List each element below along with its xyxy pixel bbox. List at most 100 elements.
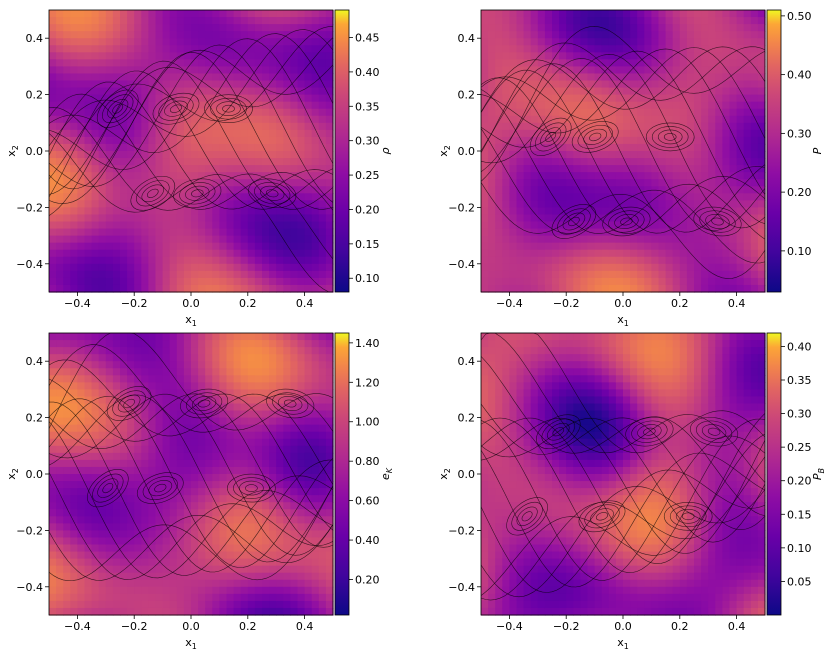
heatmap-cell xyxy=(155,115,164,124)
heatmap-cell xyxy=(743,87,752,96)
heatmap-cell xyxy=(283,593,291,602)
heatmap-cell xyxy=(148,129,157,138)
heatmap-cell xyxy=(325,403,334,412)
heatmap-cell xyxy=(580,228,589,237)
heatmap-cell xyxy=(318,452,327,461)
heatmap-cell xyxy=(254,17,263,25)
heatmap-cell xyxy=(254,249,263,258)
heatmap-cell xyxy=(495,193,503,201)
heatmap-cell xyxy=(559,193,567,201)
heatmap-cell xyxy=(672,186,681,194)
heatmap-cell xyxy=(127,17,135,25)
heatmap-cell xyxy=(155,165,164,173)
heatmap-cell xyxy=(757,165,766,173)
heatmap-cell xyxy=(155,277,164,286)
heatmap-cell xyxy=(297,551,306,560)
y-tick-label: −0.2 xyxy=(448,201,475,214)
heatmap-cell xyxy=(630,249,638,258)
heatmap-cell xyxy=(84,579,93,588)
heatmap-cell xyxy=(148,17,157,25)
heatmap-cell xyxy=(205,361,213,369)
heatmap-cell xyxy=(191,263,199,272)
heatmap-cell xyxy=(77,242,86,251)
heatmap-cell xyxy=(219,129,228,138)
heatmap-cell xyxy=(262,207,270,216)
heatmap-cell xyxy=(488,80,496,89)
heatmap-cell xyxy=(544,31,553,39)
heatmap-cell xyxy=(608,52,617,60)
heatmap-cell xyxy=(155,31,164,39)
heatmap-cell xyxy=(247,340,256,348)
heatmap-cell xyxy=(212,263,220,272)
heatmap-cell xyxy=(516,59,525,67)
heatmap-cell xyxy=(141,24,149,32)
heatmap-cell xyxy=(233,558,242,567)
heatmap-cell xyxy=(212,537,220,546)
y-tick-label: 0.2 xyxy=(458,89,476,102)
heatmap-cell xyxy=(530,108,539,117)
heatmap-cell xyxy=(694,101,702,110)
heatmap-cell xyxy=(77,579,86,588)
heatmap-cell xyxy=(205,122,213,131)
heatmap-cell xyxy=(615,186,624,194)
heatmap-cell xyxy=(240,115,249,124)
heatmap-cell xyxy=(658,52,667,60)
heatmap-cell xyxy=(56,431,64,440)
contour-line xyxy=(48,38,334,170)
heatmap-cell xyxy=(694,52,702,60)
heatmap-cell xyxy=(269,481,277,489)
heatmap-cell xyxy=(615,270,624,279)
heatmap-cell xyxy=(226,87,235,96)
heatmap-cell xyxy=(269,151,277,159)
heatmap-cell xyxy=(488,214,496,223)
heatmap-cell xyxy=(743,136,752,145)
heatmap-cell xyxy=(729,200,738,208)
heatmap-cell xyxy=(665,143,674,152)
heatmap-cell xyxy=(325,333,334,341)
heatmap-cell xyxy=(56,424,64,433)
heatmap-cell xyxy=(212,151,220,159)
heatmap-cell xyxy=(495,122,503,131)
heatmap-cell xyxy=(212,333,220,341)
heatmap-cell xyxy=(254,565,263,574)
heatmap-cell xyxy=(191,143,199,152)
heatmap-cell xyxy=(49,495,57,503)
heatmap-cell xyxy=(552,136,560,145)
heatmap-cell xyxy=(304,403,313,412)
heatmap-cell xyxy=(162,368,171,376)
heatmap-cell xyxy=(290,122,299,131)
heatmap-cell xyxy=(566,10,574,18)
heatmap-cell xyxy=(481,179,489,187)
heatmap-cell xyxy=(141,256,149,265)
heatmap-cell xyxy=(219,347,228,355)
heatmap-cell xyxy=(70,459,78,468)
heatmap-cell xyxy=(318,396,327,405)
heatmap-cell xyxy=(198,108,206,117)
heatmap-cell xyxy=(318,186,327,194)
heatmap-cell xyxy=(191,445,199,454)
heatmap-cell xyxy=(325,17,334,25)
heatmap-cell xyxy=(651,214,660,223)
heatmap-cell xyxy=(70,382,78,390)
heatmap-cell xyxy=(183,410,192,419)
heatmap-cell xyxy=(247,544,256,553)
heatmap-cell xyxy=(191,410,199,419)
heatmap-cell xyxy=(98,214,107,223)
heatmap-cell xyxy=(672,101,681,110)
heatmap-cell xyxy=(63,565,71,574)
heatmap-cell xyxy=(226,488,235,496)
heatmap-cell xyxy=(176,551,185,560)
heatmap-cell xyxy=(56,284,64,293)
heatmap-cell xyxy=(297,270,306,279)
heatmap-cell xyxy=(105,488,114,496)
heatmap-cell xyxy=(750,45,759,53)
heatmap-cell xyxy=(325,530,334,539)
heatmap-cell xyxy=(637,179,645,187)
heatmap-cell xyxy=(729,284,738,293)
heatmap-cell xyxy=(701,235,709,244)
heatmap-cell xyxy=(84,73,93,82)
heatmap-cell xyxy=(623,193,631,201)
heatmap-cell xyxy=(495,151,503,159)
heatmap-cell xyxy=(226,228,235,237)
heatmap-cell xyxy=(162,445,171,454)
